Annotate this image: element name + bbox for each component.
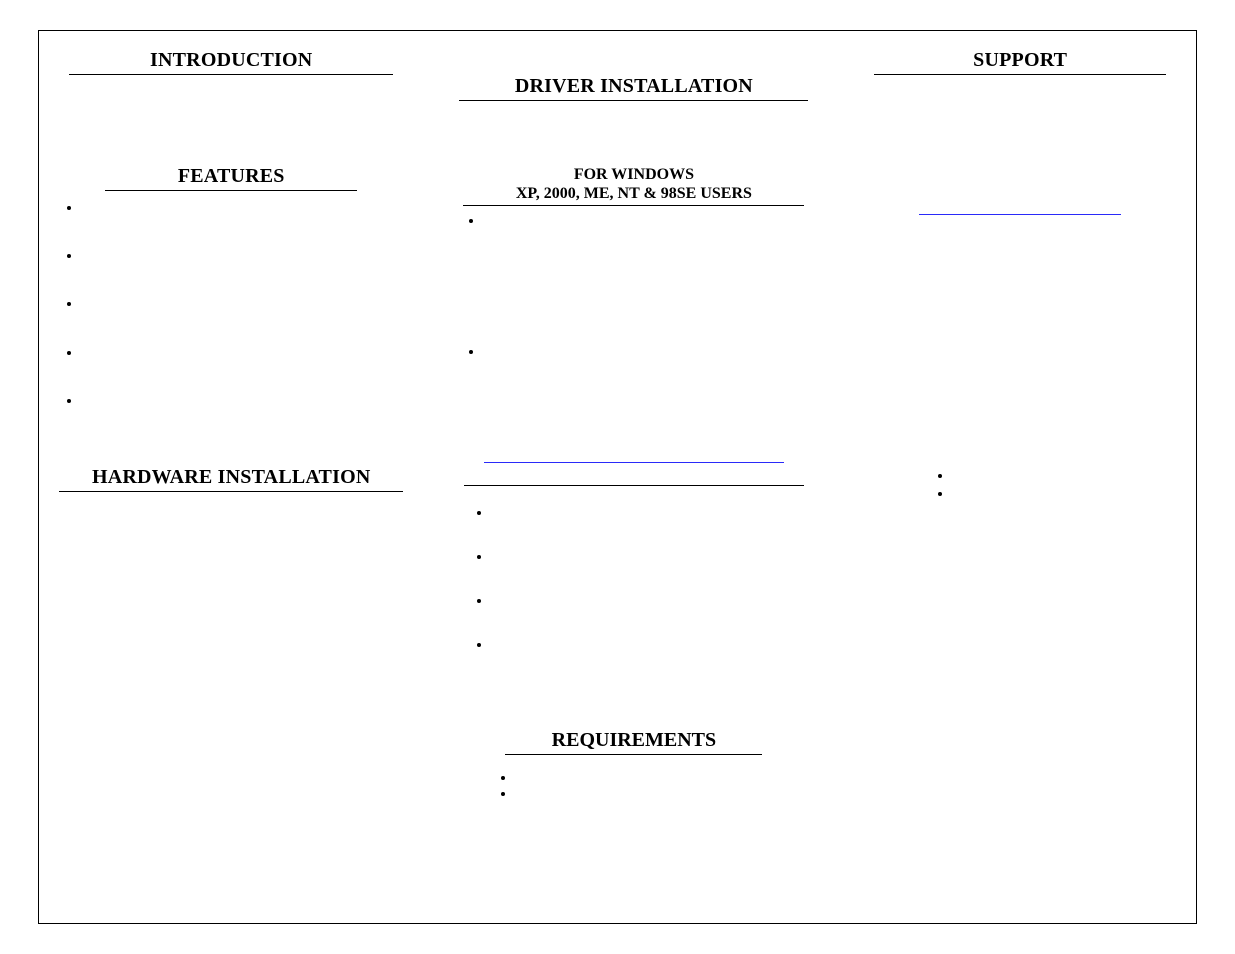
- middle-column: DRIVER INSTALLATION FOR WINDOWS XP, 2000…: [453, 49, 814, 903]
- support-sub-list: [864, 467, 1176, 503]
- support-heading: SUPPORT: [874, 49, 1166, 75]
- windows-heading-line1: FOR WINDOWS: [463, 165, 804, 184]
- requirements-heading: REQUIREMENTS: [505, 729, 762, 755]
- list-item: [81, 344, 403, 360]
- document-page: INTRODUCTION FEATURES HARDWARE INSTALLAT…: [38, 30, 1197, 924]
- list-item: [483, 212, 814, 228]
- list-item: [483, 343, 814, 359]
- list-item: [81, 247, 403, 263]
- driver-installation-heading: DRIVER INSTALLATION: [459, 75, 808, 101]
- list-item: [491, 636, 814, 652]
- list-item: [515, 785, 814, 801]
- hardware-installation-heading: HARDWARE INSTALLATION: [59, 466, 403, 492]
- list-item: [515, 769, 814, 785]
- list-item: [81, 295, 403, 311]
- support-link-underline[interactable]: [919, 201, 1121, 215]
- requirements-list: [453, 769, 814, 801]
- driver-steps-a: [453, 212, 814, 438]
- list-item: [81, 199, 403, 215]
- list-item: [81, 392, 403, 408]
- section-divider: [464, 485, 804, 486]
- list-item: [491, 592, 814, 608]
- right-column: SUPPORT: [864, 49, 1176, 903]
- introduction-heading: INTRODUCTION: [69, 49, 393, 75]
- list-item: [491, 504, 814, 520]
- features-list: [59, 199, 403, 418]
- windows-users-heading: FOR WINDOWS XP, 2000, ME, NT & 98SE USER…: [463, 165, 804, 206]
- driver-steps-b: [453, 504, 814, 659]
- left-column: INTRODUCTION FEATURES HARDWARE INSTALLAT…: [59, 49, 403, 903]
- list-item: [952, 485, 1176, 501]
- driver-link-underline[interactable]: [484, 449, 784, 463]
- windows-heading-line2: XP, 2000, ME, NT & 98SE USERS: [463, 184, 804, 203]
- list-item: [952, 467, 1176, 483]
- list-item: [491, 548, 814, 564]
- features-heading: FEATURES: [105, 165, 357, 191]
